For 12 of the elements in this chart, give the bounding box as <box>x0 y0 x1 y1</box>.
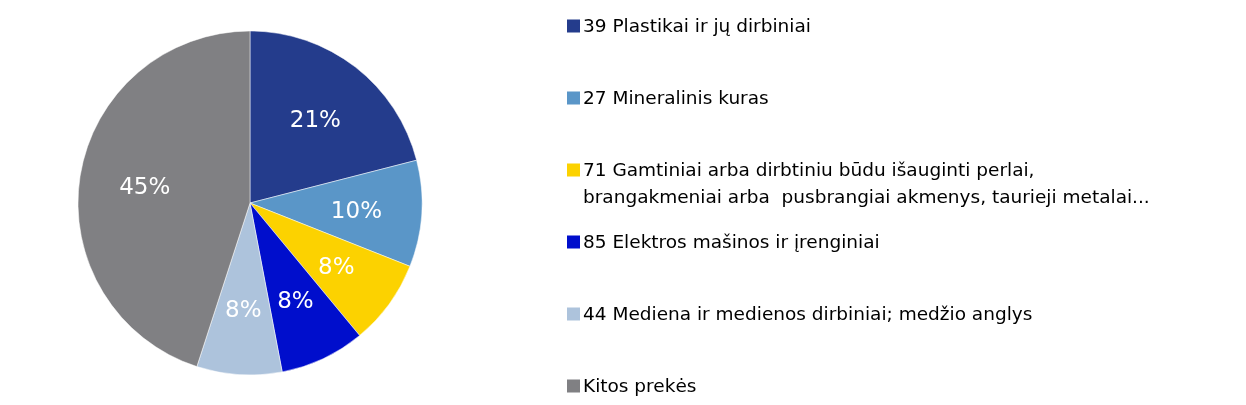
data-label: 8% <box>277 286 314 313</box>
legend-label: 39 Plastikai ir jų dirbiniai <box>583 15 811 37</box>
data-label: 8% <box>225 296 262 323</box>
legend-label: 27 Mineralinis kuras <box>583 87 769 109</box>
data-label: 8% <box>318 252 355 279</box>
data-label: 10% <box>330 196 382 223</box>
legend-label: Kitos prekės <box>583 375 697 397</box>
legend-label: 44 Mediena ir medienos dirbiniai; medžio anglys <box>583 303 1033 325</box>
legend-label: 71 Gamtiniai arba dirbtiniu būdu išauginti perlai, brangakmeniai arba pusbrangiai akmenys, taurieji metalai... <box>583 159 1150 208</box>
legend-label: 85 Elektros mašinos ir įrenginiai <box>583 231 880 253</box>
data-label: 21% <box>289 105 341 132</box>
data-label: 45% <box>119 173 171 200</box>
